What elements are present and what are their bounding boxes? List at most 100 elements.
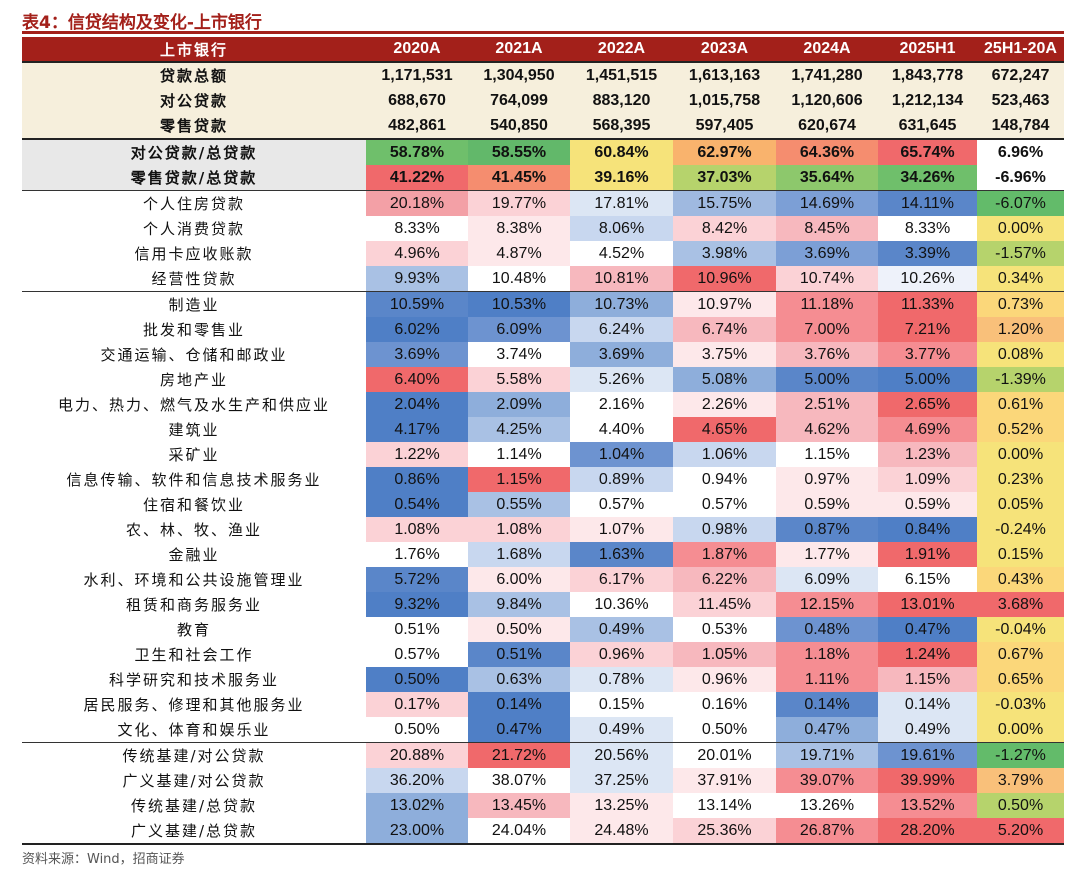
value-cell: 23.00% bbox=[366, 818, 468, 845]
value-cell: 1.24% bbox=[878, 642, 977, 667]
row-label: 零售贷款 bbox=[22, 113, 366, 139]
value-cell: 3.69% bbox=[776, 241, 878, 266]
value-cell: -1.39% bbox=[977, 367, 1064, 392]
value-cell: 0.49% bbox=[878, 717, 977, 743]
header-row: 上市银行 2020A 2021A 2022A 2023A 2024A 2025H… bbox=[22, 37, 1064, 62]
value-cell: 0.47% bbox=[468, 717, 570, 743]
row-label: 金融业 bbox=[168, 546, 220, 564]
value-cell: 26.87% bbox=[776, 818, 878, 845]
value-cell: 13.45% bbox=[468, 793, 570, 818]
table-row: 电力、热力、燃气及水生产和供应业 2.04% 2.09% 2.16% 2.26% 2.51… bbox=[22, 392, 1064, 417]
value-cell: 64.36% bbox=[776, 138, 878, 165]
value-cell: 6.22% bbox=[673, 567, 776, 592]
row-label: 居民服务、修理和其他服务业 bbox=[83, 696, 305, 714]
value-cell: 1.15% bbox=[468, 467, 570, 492]
table-row: 贷款总额 1,171,531 1,304,950 1,451,515 1,613,163… bbox=[22, 61, 1064, 88]
value-cell: 10.36% bbox=[570, 592, 673, 617]
value-cell: 15.75% bbox=[673, 190, 776, 216]
value-cell: 10.48% bbox=[468, 266, 570, 292]
value-cell: 13.25% bbox=[570, 793, 673, 818]
value-cell: 883,120 bbox=[570, 88, 673, 113]
value-cell: 0.51% bbox=[468, 642, 570, 667]
value-cell: 0.47% bbox=[878, 617, 977, 642]
value-cell: 2.51% bbox=[776, 392, 878, 417]
row-label: 信用卡应收账款 bbox=[134, 245, 254, 263]
table-row: 文化、体育和娱乐业 0.50% 0.47% 0.49% 0.50% 0.47% 0.49% 0… bbox=[22, 717, 1064, 743]
table-row: 建筑业 4.17% 4.25% 4.40% 4.65% 4.62% 4.69% 0.52% bbox=[22, 417, 1064, 442]
row-label: 水利、环境和公共设施管理业 bbox=[83, 571, 305, 589]
table-row: 交通运输、仓储和邮政业 3.69% 3.74% 3.69% 3.75% 3.76% 3.77… bbox=[22, 342, 1064, 367]
table-row: 对公贷款/总贷款 58.78% 58.55% 60.84% 62.97% 64.36% 65… bbox=[22, 138, 1064, 165]
value-cell: -6.96% bbox=[977, 165, 1064, 191]
value-cell: 20.18% bbox=[366, 190, 468, 216]
value-cell: 0.47% bbox=[776, 717, 878, 743]
value-cell: 0.14% bbox=[878, 692, 977, 717]
header-change: 25H1-20A bbox=[977, 37, 1064, 62]
value-cell: 568,395 bbox=[570, 113, 673, 139]
value-cell: 24.48% bbox=[570, 818, 673, 845]
value-cell: 672,247 bbox=[977, 61, 1064, 88]
value-cell: 0.97% bbox=[776, 467, 878, 492]
value-cell: 4.87% bbox=[468, 241, 570, 266]
value-cell: 482,861 bbox=[366, 113, 468, 139]
value-cell: 0.86% bbox=[366, 467, 468, 492]
value-cell: 0.16% bbox=[673, 692, 776, 717]
value-cell: 6.09% bbox=[776, 567, 878, 592]
value-cell: 0.89% bbox=[570, 467, 673, 492]
value-cell: 13.52% bbox=[878, 793, 977, 818]
row-label: 科学研究和技术服务业 bbox=[108, 671, 279, 689]
header-2022a: 2022A bbox=[570, 37, 673, 62]
value-cell: 14.69% bbox=[776, 190, 878, 216]
row-label: 传统基建/对公贷款 bbox=[22, 742, 366, 768]
value-cell: 0.96% bbox=[673, 667, 776, 692]
value-cell: 1,843,778 bbox=[878, 61, 977, 88]
value-cell: 0.94% bbox=[673, 467, 776, 492]
header-2021a: 2021A bbox=[468, 37, 570, 62]
table-row: 农、林、牧、渔业 1.08% 1.08% 1.07% 0.98% 0.87% 0.84% -0… bbox=[22, 517, 1064, 542]
value-cell: 1.09% bbox=[878, 467, 977, 492]
value-cell: 11.18% bbox=[776, 291, 878, 317]
value-cell: 0.50% bbox=[468, 617, 570, 642]
value-cell: 1.08% bbox=[366, 517, 468, 542]
value-cell: 0.14% bbox=[468, 692, 570, 717]
value-cell: 0.78% bbox=[570, 667, 673, 692]
row-label: 制造业 bbox=[22, 291, 366, 317]
header-2025h1: 2025H1 bbox=[878, 37, 977, 62]
value-cell: 0.73% bbox=[977, 291, 1064, 317]
value-cell: 20.01% bbox=[673, 742, 776, 768]
value-cell: 4.62% bbox=[776, 417, 878, 442]
credit-structure-table: 上市银行 2020A 2021A 2022A 2023A 2024A 2025H… bbox=[22, 37, 1064, 845]
value-cell: 1.87% bbox=[673, 542, 776, 567]
value-cell: 0.55% bbox=[468, 492, 570, 517]
title-rule bbox=[22, 31, 1064, 34]
value-cell: 19.61% bbox=[878, 742, 977, 768]
value-cell: 0.51% bbox=[366, 617, 468, 642]
value-cell: 37.25% bbox=[570, 768, 673, 793]
table-row: 广义基建/总贷款 23.00% 24.04% 24.48% 25.36% 26.87% 28… bbox=[22, 818, 1064, 845]
table-row: 租赁和商务服务业 9.32% 9.84% 10.36% 11.45% 12.15% 13.0… bbox=[22, 592, 1064, 617]
table-body: 贷款总额 1,171,531 1,304,950 1,451,515 1,613,163… bbox=[22, 61, 1064, 845]
table-row: 住宿和餐饮业 0.54% 0.55% 0.57% 0.57% 0.59% 0.59% 0.05… bbox=[22, 492, 1064, 517]
value-cell: 0.57% bbox=[366, 642, 468, 667]
value-cell: 2.26% bbox=[673, 392, 776, 417]
value-cell: 34.26% bbox=[878, 165, 977, 191]
row-label: 广义基建/对公贷款 bbox=[122, 772, 266, 790]
row-label: 住宿和餐饮业 bbox=[142, 496, 245, 514]
table-row: 居民服务、修理和其他服务业 0.17% 0.14% 0.15% 0.16% 0.14% 0.… bbox=[22, 692, 1064, 717]
value-cell: 0.00% bbox=[977, 717, 1064, 743]
row-label: 个人住房贷款 bbox=[22, 190, 366, 216]
value-cell: 0.48% bbox=[776, 617, 878, 642]
value-cell: 10.26% bbox=[878, 266, 977, 292]
value-cell: 148,784 bbox=[977, 113, 1064, 139]
value-cell: 28.20% bbox=[878, 818, 977, 845]
value-cell: 0.53% bbox=[673, 617, 776, 642]
value-cell: 3.69% bbox=[570, 342, 673, 367]
value-cell: 8.45% bbox=[776, 216, 878, 241]
value-cell: 10.81% bbox=[570, 266, 673, 292]
value-cell: 0.43% bbox=[977, 567, 1064, 592]
value-cell: 0.05% bbox=[977, 492, 1064, 517]
table-row: 批发和零售业 6.02% 6.09% 6.24% 6.74% 7.00% 7.21% 1.20… bbox=[22, 317, 1064, 342]
value-cell: 1.63% bbox=[570, 542, 673, 567]
row-label: 文化、体育和娱乐业 bbox=[117, 721, 271, 739]
value-cell: 3.68% bbox=[977, 592, 1064, 617]
